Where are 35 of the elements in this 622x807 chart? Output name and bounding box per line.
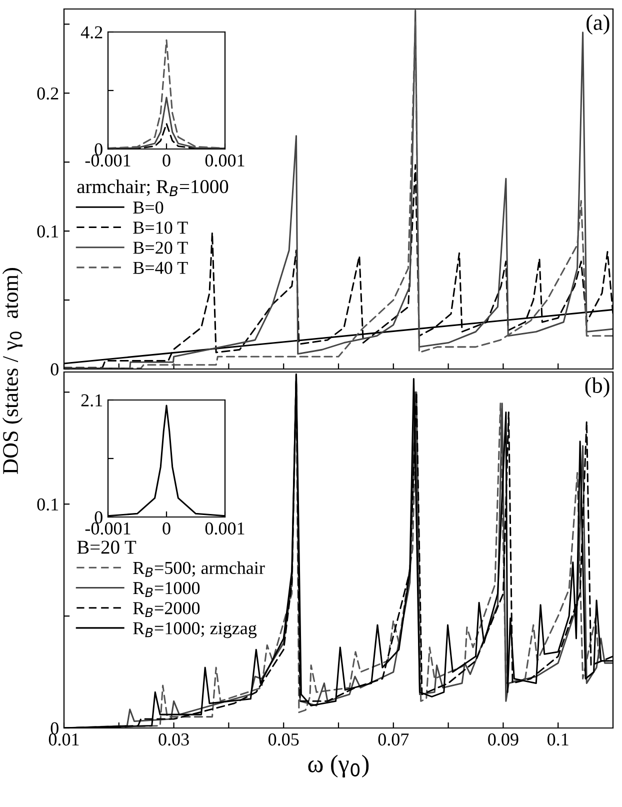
legend-label: R$_{B}$=1000 xyxy=(133,582,200,597)
x-tick-label: 0.001 xyxy=(205,154,244,167)
y-tick-label: 0 xyxy=(50,363,58,376)
legend-label: B=0 xyxy=(133,201,164,214)
y-tick-label: 0 xyxy=(50,722,58,734)
legend-label: B=10 T xyxy=(133,222,188,234)
y-tick-label: 0 xyxy=(94,511,102,524)
x-tick-label: 0.001 xyxy=(205,522,244,535)
y-axis-title: DOS (states / γ$_{0}$ atom) xyxy=(2,268,23,474)
x-tick-label: -0.001 xyxy=(85,522,130,535)
annotation: (a) xyxy=(586,14,610,35)
x-tick-label: 0 xyxy=(162,522,170,535)
x-axis-title: ω (γ$_{0}$) xyxy=(308,754,369,778)
x-tick-label: -0.001 xyxy=(85,154,130,167)
legend-title: armchair; R$_{B}$=1000 xyxy=(77,179,228,196)
legend-label: R$_{B}$=2000 xyxy=(133,602,200,618)
x-tick-label: 0 xyxy=(162,154,170,167)
x-tick-label: 0.05 xyxy=(268,733,299,746)
legend-label: R$_{B}$=1000; zigzag xyxy=(133,622,257,638)
y-tick-label: 2.1 xyxy=(81,394,102,407)
legend-label: R$_{B}$=500; armchair xyxy=(133,561,265,577)
x-tick-label: 0.01 xyxy=(48,733,79,746)
x-tick-label: 0.03 xyxy=(158,733,189,746)
legend-label: B=20 T xyxy=(133,242,188,254)
y-tick-label: 4.2 xyxy=(80,26,102,39)
annotation: (b) xyxy=(585,377,610,398)
legend-title: B=20 T xyxy=(77,540,136,554)
y-tick-label: 0.1 xyxy=(37,225,58,238)
x-tick-label: 0.1 xyxy=(548,733,568,746)
x-tick-label: 0.07 xyxy=(378,733,409,746)
y-tick-label: 0.1 xyxy=(37,498,58,511)
y-tick-label: 0.2 xyxy=(37,87,58,100)
legend-label: B=40 T xyxy=(133,262,188,274)
y-tick-label: 0 xyxy=(94,143,102,156)
x-tick-label: 0.09 xyxy=(488,733,518,746)
